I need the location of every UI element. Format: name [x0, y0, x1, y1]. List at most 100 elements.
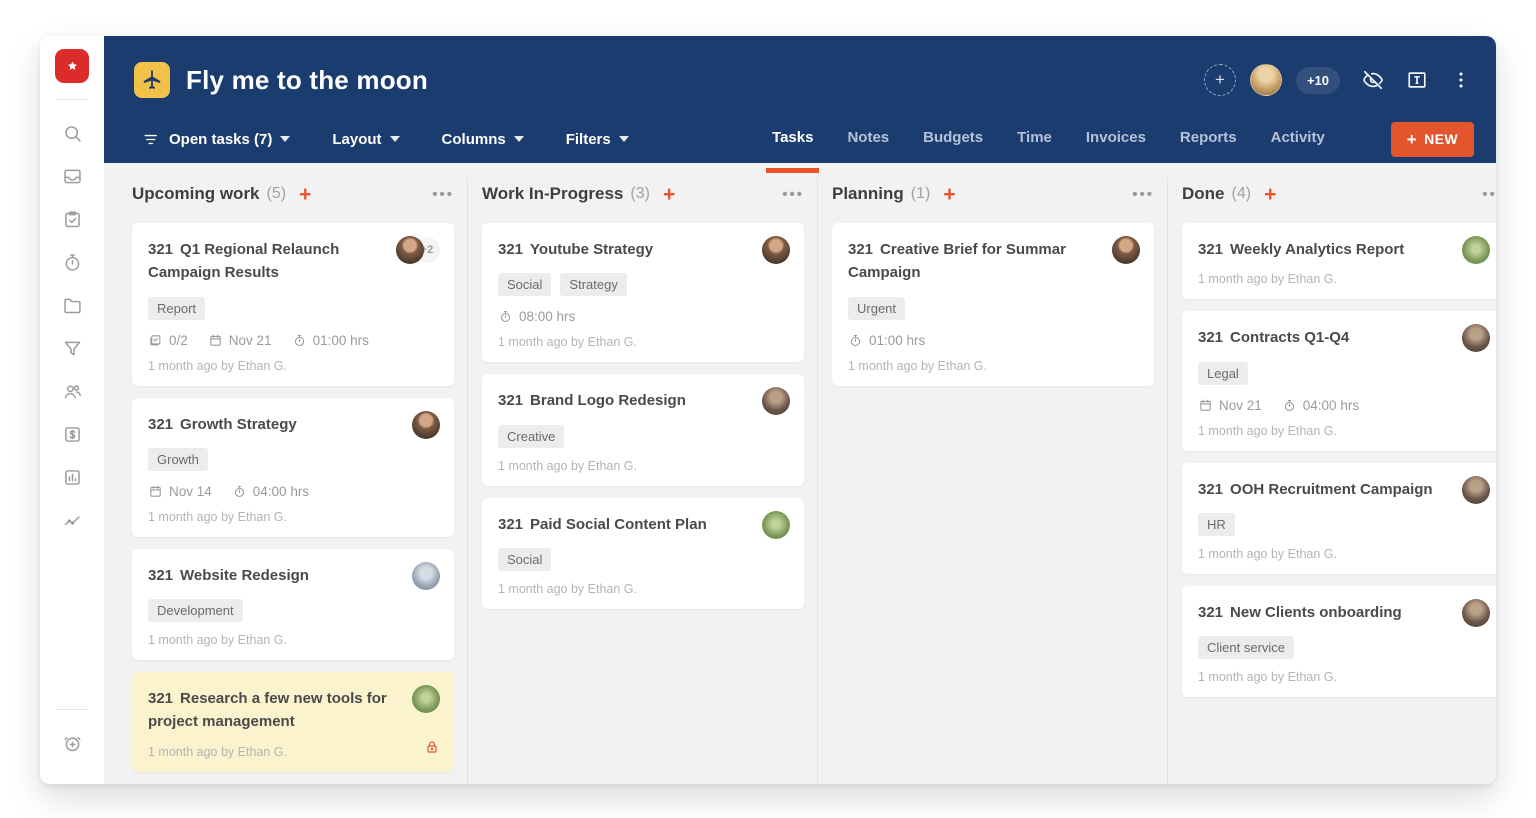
team-icon[interactable] — [52, 371, 92, 411]
avatar[interactable] — [1462, 324, 1490, 353]
tag: Creative — [498, 424, 565, 448]
time-estimate: 04:00 hrs — [1302, 397, 1360, 413]
avatar[interactable] — [1462, 475, 1490, 504]
avatar[interactable] — [396, 236, 424, 264]
stopwatch-icon — [1282, 398, 1297, 413]
card-title: 321 Growth Strategy — [148, 415, 297, 433]
trend-line-icon[interactable] — [52, 500, 92, 540]
inbox-icon[interactable] — [52, 156, 92, 196]
time-estimate: 01:00 hrs — [312, 332, 369, 348]
column-title: Planning — [832, 184, 904, 203]
alarm-add-icon[interactable] — [52, 723, 92, 763]
tag: Client service — [1198, 636, 1295, 659]
card-title: 321 Brand Logo Redesign — [498, 392, 686, 410]
card-number: 321 — [1198, 241, 1224, 258]
tab-activity[interactable]: Activity — [1270, 128, 1325, 146]
avatar[interactable] — [1462, 236, 1490, 264]
avatar[interactable] — [1112, 236, 1140, 264]
card-footer: 1 month ago by Ethan G. — [498, 335, 637, 350]
task-card[interactable]: 321 Website Redesign Development 1 month a… — [132, 548, 454, 660]
card-number: 321 — [498, 515, 524, 533]
add-card-button[interactable]: + — [299, 182, 312, 206]
app-logo-icon[interactable] — [55, 49, 89, 83]
toolbar-layout[interactable]: Layout — [332, 131, 400, 148]
card-assignees: +2 — [396, 236, 440, 264]
toolbar-filters[interactable]: Filters — [566, 131, 629, 148]
tab-reports[interactable]: Reports — [1179, 128, 1237, 146]
task-card[interactable]: 321 New Clients onboarding Client service… — [1182, 585, 1496, 697]
add-card-button[interactable]: + — [1264, 182, 1277, 206]
tab-notes[interactable]: Notes — [847, 128, 890, 146]
task-card[interactable]: 321 Paid Social Content Plan Social 1 mont… — [482, 497, 804, 609]
avatar[interactable] — [762, 510, 790, 539]
tab-tasks[interactable]: Tasks — [765, 129, 820, 173]
card-title: 321 Weekly Analytics Report — [1198, 241, 1405, 258]
tag-row: HR — [1198, 512, 1488, 536]
card-assignees — [1462, 598, 1490, 627]
toolbar-columns[interactable]: Columns — [442, 131, 524, 148]
tab-time[interactable]: Time — [1017, 128, 1052, 146]
avatar[interactable] — [412, 561, 440, 590]
card-footer: 1 month ago by Ethan G. — [148, 509, 287, 524]
due-date: Nov 21 — [1219, 397, 1262, 413]
card-number: 321 — [148, 566, 174, 584]
tab-invoices[interactable]: Invoices — [1085, 128, 1146, 146]
sidebar-bottom-items — [52, 720, 92, 766]
card-footer: 1 month ago by Ethan G. — [1198, 546, 1337, 561]
eye-off-icon[interactable] — [1362, 69, 1384, 91]
card-assignees — [762, 387, 790, 416]
member-avatar[interactable] — [1249, 64, 1282, 96]
task-card[interactable]: 321 Growth Strategy Growth Nov 14 04:00 hrs… — [132, 397, 454, 537]
add-member-button[interactable]: + — [1203, 64, 1236, 96]
card-footer: 1 month ago by Ethan G. — [1198, 423, 1337, 438]
tag: Development — [148, 599, 243, 622]
avatar[interactable] — [412, 410, 440, 439]
tag: Report — [148, 296, 206, 320]
folder-icon[interactable] — [52, 285, 92, 325]
add-card-button[interactable]: + — [662, 182, 676, 206]
tab-budgets[interactable]: Budgets — [923, 128, 984, 146]
column-menu-icon[interactable]: ••• — [782, 185, 804, 203]
card-number: 321 — [498, 241, 524, 258]
card-title: 321 Youtube Strategy — [498, 241, 654, 258]
stopwatch-icon — [498, 309, 513, 324]
column-menu-icon[interactable]: ••• — [432, 185, 454, 203]
add-card-button[interactable]: + — [943, 182, 956, 206]
task-card[interactable]: 321 Contracts Q1-Q4 Legal Nov 21 04:00 hrs 1… — [1182, 311, 1496, 451]
avatar[interactable] — [762, 236, 790, 264]
plus-icon: + — [1406, 129, 1418, 149]
toolbar-open-tasks-7[interactable]: Open tasks (7) — [142, 130, 291, 149]
search-icon[interactable] — [52, 113, 92, 153]
due-date: Nov 21 — [228, 332, 272, 348]
task-card[interactable]: 321 Q1 Regional Relaunch Campaign Results… — [132, 223, 454, 386]
sidebar — [40, 36, 104, 784]
tasks-clipboard-icon[interactable] — [52, 199, 92, 239]
tag-row: Creative — [498, 424, 788, 448]
sidebar-items — [52, 110, 92, 543]
filter-funnel-icon[interactable] — [52, 328, 92, 368]
text-box-icon[interactable] — [1406, 69, 1428, 91]
card-assignees — [1112, 236, 1140, 264]
task-card[interactable]: 321 OOH Recruitment Campaign HR 1 month ag… — [1182, 462, 1496, 574]
card-meta: Nov 21 04:00 hrs — [1198, 398, 1488, 413]
timer-icon[interactable] — [52, 242, 92, 282]
sidebar-divider — [56, 709, 88, 710]
task-card[interactable]: 321 Weekly Analytics Report 1 month ago b… — [1182, 223, 1496, 300]
task-card[interactable]: 321 Youtube Strategy Social Strategy 08:00 … — [482, 223, 804, 363]
new-button[interactable]: + NEW — [1390, 121, 1474, 157]
task-card[interactable]: 321 Research a few new tools for project … — [132, 672, 454, 772]
task-card[interactable]: 321 Creative Brief for Summar Campaign Ur… — [832, 223, 1154, 386]
members-overflow-badge[interactable]: +10 — [1295, 66, 1340, 94]
avatar[interactable] — [1462, 598, 1490, 627]
card-assignees — [762, 510, 790, 539]
task-card[interactable]: 321 Brand Logo Redesign Creative 1 month a… — [482, 374, 804, 486]
column-menu-icon[interactable]: ••• — [1132, 185, 1154, 203]
bar-chart-icon[interactable] — [52, 457, 92, 497]
billing-dollar-icon[interactable] — [52, 414, 92, 454]
avatar[interactable] — [412, 685, 440, 713]
time-estimate: 04:00 hrs — [252, 483, 310, 499]
kebab-menu-icon[interactable] — [1450, 69, 1472, 91]
tag: Urgent — [848, 296, 906, 320]
column-menu-icon[interactable]: ••• — [1482, 185, 1496, 203]
avatar[interactable] — [762, 387, 790, 416]
